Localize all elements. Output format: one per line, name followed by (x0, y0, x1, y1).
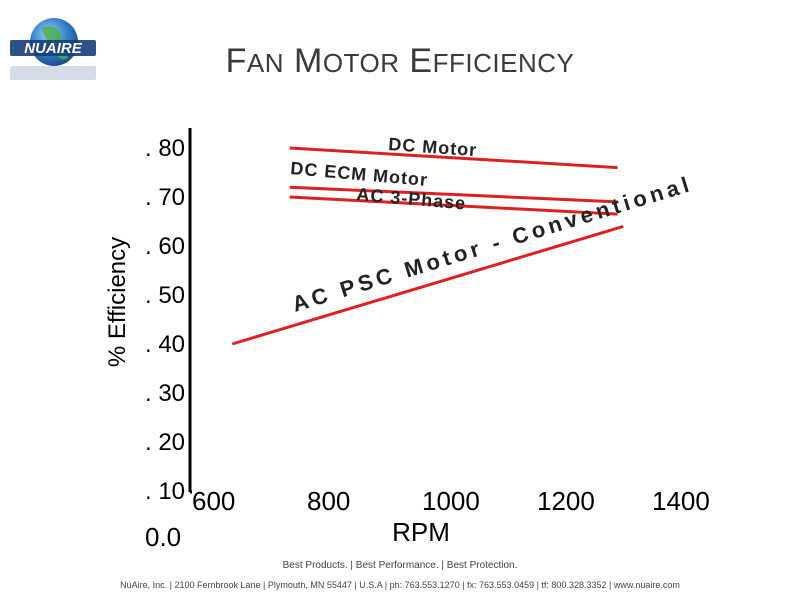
series-label: DC Motor (388, 134, 478, 160)
y-tick-label: . 60 (145, 233, 185, 260)
series-label: AC 3-Phase (356, 184, 467, 214)
y-axis-label: % Efficiency (104, 237, 131, 367)
y-tick-label: . 40 (145, 331, 185, 358)
y-axis-ticks: . 80 . 70 . 60 . 50 . 40 . 30 . 20 . 10 (145, 135, 185, 505)
y-tick-label: . 30 (145, 380, 185, 407)
x-tick-label: 600 (192, 486, 235, 516)
title-word-2: MOTOR (294, 42, 400, 80)
series-line (289, 185, 618, 204)
x-tick-label: 1200 (537, 486, 595, 516)
logo-graphic: NUAIRE (10, 18, 96, 80)
y-tick-label: . 80 (145, 135, 185, 162)
series-lines (231, 146, 624, 346)
logo-text: NUAIRE (24, 40, 82, 57)
page-title: FAN MOTOR EFFICIENCY (0, 42, 800, 81)
origin-label: 0.0 (145, 522, 181, 552)
efficiency-chart: . 80 . 70 . 60 . 50 . 40 . 30 . 20 . 10 600 800 1… (104, 128, 710, 552)
y-tick-label: . 20 (145, 429, 185, 456)
title-word-1: FAN (225, 42, 285, 80)
footer-address: NuAire, Inc. | 2100 Fernbrook Lane | Ply… (120, 580, 680, 590)
y-tick-label: . 10 (145, 478, 185, 505)
x-axis-label: RPM (392, 517, 450, 547)
footer-tagline: Best Products. | Best Performance. | Bes… (282, 560, 518, 571)
x-tick-label: 1000 (422, 486, 480, 516)
y-tick-label: . 50 (145, 282, 185, 309)
x-tick-label: 1400 (652, 486, 710, 516)
series-line (231, 224, 624, 346)
series-label: AC PSC Motor - Conventional (289, 171, 695, 317)
y-tick-label: . 70 (145, 184, 185, 211)
series-line (289, 146, 618, 170)
title-word-3: EFFICIENCY (409, 42, 575, 80)
nuaire-logo: NUAIRE (8, 10, 98, 106)
x-tick-label: 800 (307, 486, 350, 516)
series-line (289, 195, 618, 216)
x-axis-ticks: 600 800 1000 1200 1400 (192, 486, 710, 516)
